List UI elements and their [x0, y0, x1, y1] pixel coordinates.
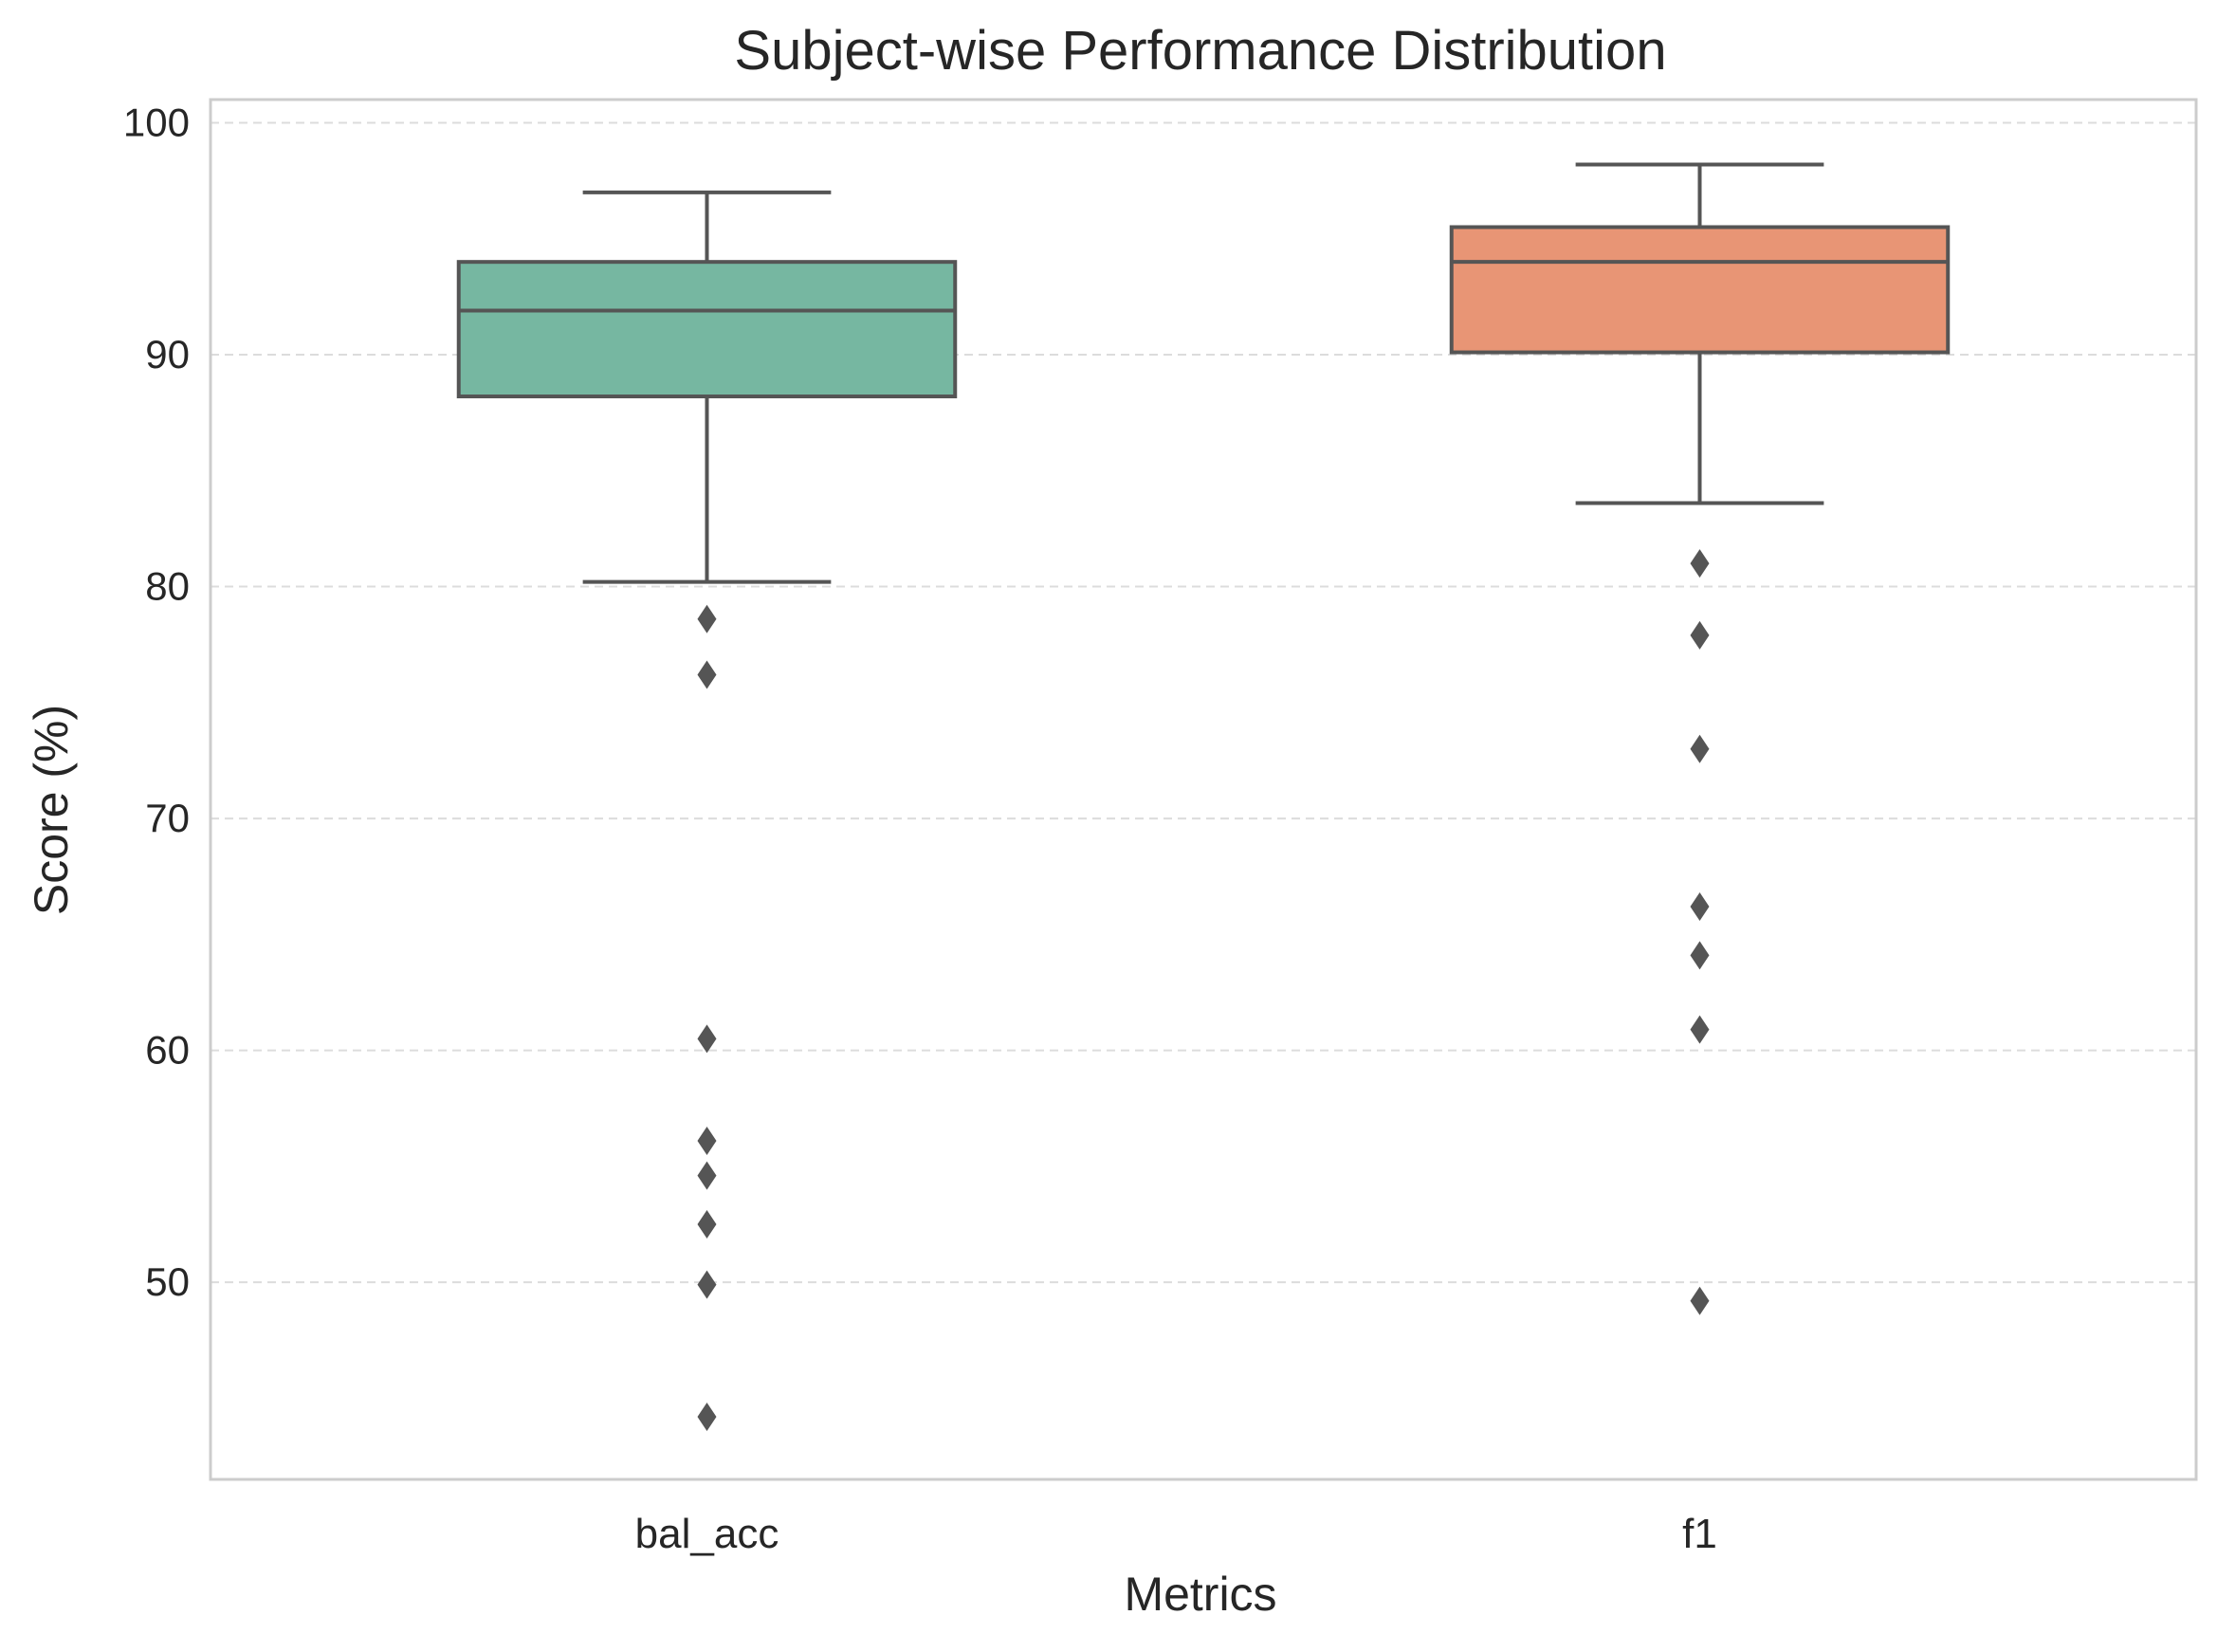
- outlier-point: [1690, 620, 1710, 650]
- y-tick-label: 60: [145, 1028, 190, 1073]
- x-axis-label: Metrics: [1124, 1568, 1276, 1621]
- box-group-bal_acc: [456, 190, 958, 1431]
- outlier-point: [697, 604, 717, 633]
- box-group-f1: [1449, 162, 1951, 1315]
- outlier-point: [1690, 1015, 1710, 1044]
- outlier-point: [1690, 941, 1710, 970]
- x-tick-label: f1: [1682, 1511, 1717, 1557]
- y-axis-label: Score (%): [25, 705, 78, 915]
- outlier-point: [697, 1270, 717, 1299]
- y-tick-label: 90: [145, 332, 190, 376]
- outlier-point: [697, 1402, 717, 1431]
- plot-frame: [209, 98, 2198, 1481]
- outlier-point: [697, 1210, 717, 1239]
- y-tick-label: 100: [123, 100, 190, 144]
- outlier-point: [697, 1126, 717, 1155]
- outlier-point: [1690, 549, 1710, 578]
- iqr-box: [1449, 225, 1951, 355]
- outlier-point: [1690, 891, 1710, 921]
- outlier-point: [697, 1161, 717, 1190]
- outlier-point: [697, 660, 717, 689]
- grid-layer: [211, 121, 2196, 1284]
- iqr-box: [456, 260, 958, 399]
- y-tick-labels: 50 60 70 80 90 100: [123, 100, 190, 1304]
- y-tick-label: 50: [145, 1259, 190, 1304]
- x-tick-labels: bal_acc f1: [635, 1511, 1717, 1557]
- outlier-point: [697, 1024, 717, 1054]
- x-tick-label: bal_acc: [635, 1511, 779, 1557]
- box-layer: [456, 162, 1951, 1431]
- outlier-point: [1690, 1286, 1710, 1315]
- y-tick-label: 80: [145, 564, 190, 609]
- chart-title: Subject-wise Performance Distribution: [734, 20, 1666, 82]
- outlier-point: [1690, 734, 1710, 763]
- y-tick-label: 70: [145, 796, 190, 840]
